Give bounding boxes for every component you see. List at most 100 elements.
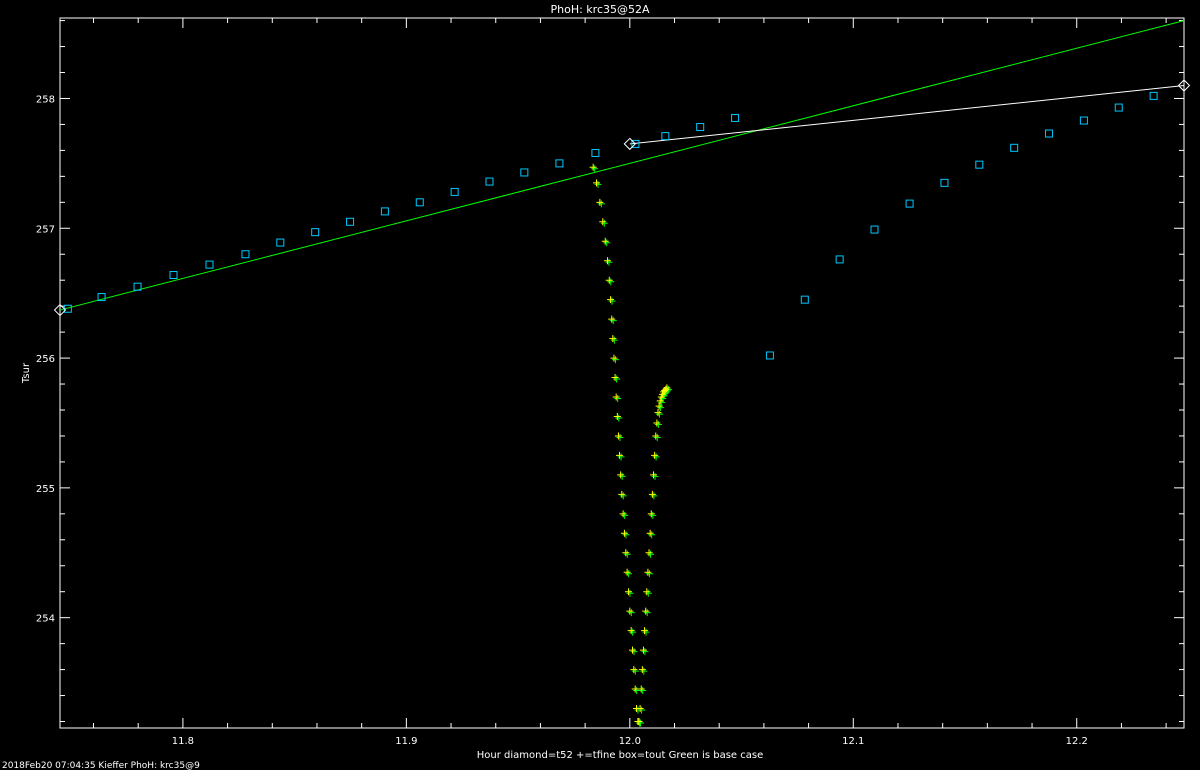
tfine-base-cross-point — [616, 433, 624, 441]
tfine-cross-point — [610, 354, 618, 362]
x-axis-label: Hour diamond=t52 +=tfine box=tout Green … — [477, 750, 763, 761]
tout-box-point — [133, 282, 142, 291]
tout-box-point — [696, 123, 705, 132]
tfine-cross-point — [601, 237, 609, 245]
tfine-cross-point — [637, 685, 645, 693]
tfine-cross-point — [636, 705, 644, 713]
tout-box-point — [169, 271, 178, 280]
tfine-base-cross-point — [643, 609, 651, 617]
tfine-base-cross-point — [649, 511, 657, 519]
tfine-cross-point — [639, 646, 647, 654]
tfine-base-cross-point — [611, 356, 619, 364]
tout-box-point — [205, 260, 214, 269]
tfine-base-cross-point — [617, 453, 625, 461]
tfine-base-crosses-series — [591, 165, 672, 727]
tout-box-point — [1149, 91, 1158, 100]
y-tick-label: 256 — [36, 354, 55, 365]
tfine-base-cross-point — [657, 404, 665, 412]
t52-diamonds-series — [53, 79, 1191, 317]
tfine-cross-point — [635, 718, 643, 726]
tfine-cross-point — [613, 412, 621, 420]
y-tick-label: 255 — [36, 484, 55, 495]
tout-box-point — [800, 295, 809, 304]
tfine-base-cross-point — [651, 472, 659, 480]
chart-title: PhoH: krc35@52A — [550, 3, 650, 16]
x-tick-label: 12.1 — [842, 736, 864, 747]
tfine-cross-point — [605, 276, 613, 284]
y-axis-label: Tsur — [21, 362, 32, 384]
tfine-base-cross-point — [645, 570, 653, 578]
tfine-base-cross-point — [640, 667, 648, 675]
t52-diamond-point — [1177, 79, 1191, 92]
tfine-cross-point — [593, 179, 601, 187]
tfine-base-cross-point — [631, 667, 639, 675]
tfine-base-cross-point — [626, 589, 634, 597]
tout-box-point — [311, 228, 320, 237]
tfine-cross-point — [617, 471, 625, 479]
tfine-base-cross-point — [641, 648, 649, 656]
tfine-base-cross-point — [630, 648, 638, 656]
tfine-cross-point — [624, 588, 632, 596]
tout-box-point — [1010, 143, 1019, 152]
tfine-cross-point — [608, 315, 616, 323]
tout-box-point — [1079, 116, 1088, 125]
tout-boxes-series — [63, 91, 1158, 360]
tout-box-point — [276, 238, 285, 247]
tfine-cross-point — [644, 568, 652, 576]
tfine-cross-point — [618, 490, 626, 498]
tfine-cross-point — [589, 163, 597, 171]
tfine-cross-point — [612, 393, 620, 401]
tfine-cross-point — [650, 471, 658, 479]
tfine-base-cross-point — [618, 472, 626, 480]
tfine-cross-point — [630, 666, 638, 674]
tfine-base-cross-point — [655, 410, 663, 418]
tfine-base-cross-point — [654, 420, 662, 428]
tout-box-point — [485, 177, 494, 186]
tfine-base-cross-point — [623, 550, 631, 558]
tout-box-point — [905, 199, 914, 208]
tout-box-point — [870, 225, 879, 234]
tfine-cross-point — [655, 402, 663, 410]
tfine-cross-point — [622, 549, 630, 557]
tfine-cross-point — [596, 198, 604, 206]
data-marks — [53, 20, 1191, 727]
tout-box-point — [1045, 129, 1054, 138]
tfine-base-cross-point — [619, 492, 627, 500]
tfine-base-cross-point — [629, 628, 637, 636]
tfine-cross-point — [662, 385, 670, 393]
tout-box-point — [975, 160, 984, 169]
tout-box-point — [731, 113, 740, 122]
tfine-cross-point — [609, 335, 617, 343]
tfine-base-cross-point — [627, 609, 635, 617]
tfine-cross-point — [599, 218, 607, 226]
tfine-base-cross-point — [625, 570, 633, 578]
tfine-cross-point — [656, 397, 664, 405]
tfine-cross-point — [647, 510, 655, 518]
x-tick-label: 11.9 — [395, 736, 417, 747]
tfine-base-cross-point — [614, 395, 622, 403]
tfine-cross-point — [614, 432, 622, 440]
tfine-base-cross-point — [652, 453, 660, 461]
tfine-cross-point — [663, 384, 671, 392]
tfine-base-cross-point — [605, 258, 613, 266]
tfine-cross-point — [626, 607, 634, 615]
base-line-series — [59, 20, 1185, 311]
tfine-cross-point — [627, 627, 635, 635]
tfine-cross-point — [603, 257, 611, 265]
t52-diamond-point — [53, 303, 67, 317]
tfine-cross-point — [620, 529, 628, 537]
t52-line-series — [629, 84, 1185, 145]
tfine-cross-point — [651, 451, 659, 459]
tfine-cross-point — [653, 419, 661, 427]
tfine-base-cross-point — [644, 589, 652, 597]
tout-box-point — [241, 250, 250, 259]
tfine-cross-point — [629, 646, 637, 654]
tfine-cross-point — [646, 529, 654, 537]
tfine-cross-point — [648, 490, 656, 498]
tout-box-point — [380, 207, 389, 216]
tfine-base-cross-point — [613, 375, 621, 383]
tfine-base-cross-point — [653, 433, 661, 441]
x-tick-label: 12.0 — [619, 736, 641, 747]
